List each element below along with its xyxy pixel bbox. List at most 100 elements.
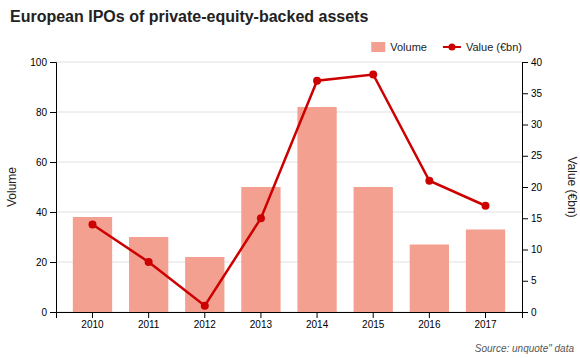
tick: 10 <box>522 244 543 255</box>
tick-label: 100 <box>30 57 47 68</box>
tick-mark <box>522 250 528 251</box>
tick-label: 0 <box>41 307 47 318</box>
tick-label: 2014 <box>306 319 329 330</box>
bar <box>410 245 449 313</box>
tick-label: 80 <box>36 107 48 118</box>
tick: 0 <box>41 307 56 318</box>
tick-mark <box>522 93 528 94</box>
tick-mark <box>50 112 56 113</box>
tick-label: 15 <box>531 213 543 224</box>
tick: 30 <box>522 119 543 130</box>
legend-marker <box>448 44 455 51</box>
tick: 40 <box>522 57 543 68</box>
grid <box>56 62 522 312</box>
tick: 2016 <box>418 312 441 330</box>
grid-line <box>56 112 522 113</box>
tick: 100 <box>30 57 56 68</box>
tick-label: 30 <box>531 119 543 130</box>
tick-label: 10 <box>531 244 543 255</box>
tick-mark <box>260 312 261 318</box>
bar <box>466 230 505 313</box>
tick-mark <box>148 312 149 318</box>
tick: 40 <box>36 207 56 218</box>
tick-label: 20 <box>531 182 543 193</box>
tick-label: 20 <box>36 257 48 268</box>
tick-label: 2012 <box>194 319 217 330</box>
tick-label: 35 <box>531 88 543 99</box>
tick-mark <box>50 62 56 63</box>
tick-mark <box>485 312 486 318</box>
line <box>92 75 485 306</box>
tick: 20 <box>522 182 543 193</box>
tick-mark <box>50 312 56 313</box>
tick-label: 2015 <box>362 319 385 330</box>
tick-mark <box>50 262 56 263</box>
grid-line <box>56 212 522 213</box>
y2-axis-title: Value (€bn) <box>565 156 579 217</box>
tick-label: 60 <box>36 157 48 168</box>
tick-label: 2017 <box>474 319 497 330</box>
legend-item: Value (€bn) <box>443 41 522 53</box>
bar <box>241 187 280 312</box>
legend-item: Volume <box>371 41 427 53</box>
tick-mark <box>522 125 528 126</box>
tick-mark <box>522 156 528 157</box>
tick-label: 5 <box>531 275 537 286</box>
tick-label: 2010 <box>81 319 104 330</box>
tick: 2017 <box>474 312 497 330</box>
bar <box>297 107 336 312</box>
tick-label: 2011 <box>138 319 160 330</box>
annotation: Source: unquote" data <box>475 343 575 354</box>
tick-label: 0 <box>531 307 537 318</box>
tick: 2011 <box>138 312 160 330</box>
axis-line <box>523 63 529 313</box>
legend-label: Volume <box>390 41 427 53</box>
marker <box>88 221 96 229</box>
tick-label: 2016 <box>418 319 441 330</box>
tick: 2014 <box>306 312 329 330</box>
x-axis: 2010 2011 2012 2013 2014 2015 2016 2017 <box>57 312 523 330</box>
marker <box>369 71 377 79</box>
tick-mark <box>522 281 528 282</box>
tick: 20 <box>36 257 56 268</box>
tick: 15 <box>522 213 543 224</box>
grid-line <box>56 162 522 163</box>
tick-label: 40 <box>36 207 48 218</box>
tick-mark <box>50 162 56 163</box>
tick-mark <box>204 312 205 318</box>
markers <box>88 71 489 310</box>
plot-area: 2010201120122013201420152016201702040608… <box>30 57 542 330</box>
tick-mark <box>429 312 430 318</box>
axis-line <box>57 313 523 319</box>
tick-mark <box>522 62 528 63</box>
tick-mark <box>317 312 318 318</box>
legend: Volume Value (€bn) <box>371 41 522 53</box>
y-axis-title: Volume <box>5 167 19 207</box>
marks <box>73 71 505 313</box>
tick-label: 25 <box>531 150 543 161</box>
tick: 2012 <box>194 312 217 330</box>
marker <box>313 77 321 85</box>
marker <box>201 302 209 310</box>
marker <box>482 202 490 210</box>
tick: 5 <box>522 275 537 286</box>
y2-axis: 0 5 10 15 20 25 30 35 40 <box>522 57 543 318</box>
tick: 60 <box>36 157 56 168</box>
title: European IPOs of private-equity-backed a… <box>10 8 368 25</box>
tick: 25 <box>522 150 543 161</box>
legend-swatch <box>371 42 385 52</box>
bars <box>73 107 505 312</box>
grid-line <box>56 262 522 263</box>
tick-label: 2013 <box>250 319 273 330</box>
marker <box>145 258 153 266</box>
bar <box>129 237 168 312</box>
bar <box>354 187 393 312</box>
tick-mark <box>373 312 374 318</box>
tick-label: 40 <box>531 57 543 68</box>
tick-mark <box>522 187 528 188</box>
tick-mark <box>522 312 528 313</box>
grid-line <box>56 62 522 63</box>
tick: 80 <box>36 107 56 118</box>
marker <box>425 177 433 185</box>
tick-mark <box>522 218 528 219</box>
